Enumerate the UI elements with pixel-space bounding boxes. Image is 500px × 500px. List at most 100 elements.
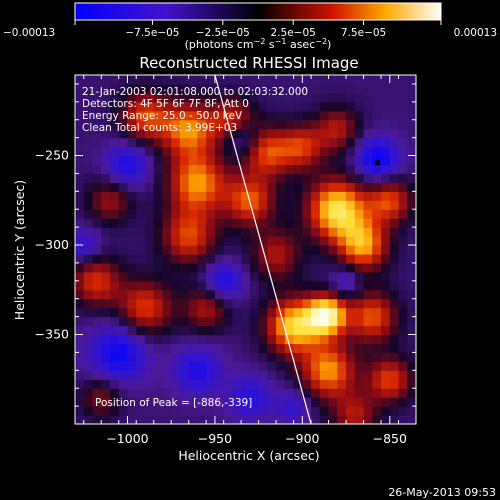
- heatmap-cell: [258, 262, 268, 273]
- y-axis: −250−300−350: [35, 83, 416, 425]
- heatmap-cell: [223, 92, 233, 103]
- heatmap-cell: [311, 352, 321, 362]
- heatmap-cell: [337, 370, 347, 380]
- heatmap-cell: [232, 110, 242, 121]
- heatmap-cell: [109, 406, 120, 416]
- heatmap-cell: [241, 137, 251, 148]
- heatmap-cell: [83, 155, 94, 166]
- heatmap-cell: [249, 218, 260, 228]
- heatmap-cell: [206, 218, 216, 228]
- heatmap-cell: [381, 155, 391, 166]
- heatmap-cell: [346, 271, 356, 282]
- heatmap-cell: [136, 173, 146, 183]
- heatmap-cell: [381, 227, 391, 237]
- heatmap-cell: [276, 361, 286, 371]
- heatmap-cell: [284, 262, 295, 273]
- heatmap-cell: [284, 316, 295, 327]
- heatmap-cell: [144, 334, 155, 345]
- heatmap-cell: [398, 92, 408, 103]
- heatmap-cell: [398, 75, 408, 85]
- heatmap-cell: [346, 110, 356, 121]
- heatmap-cell: [276, 298, 286, 309]
- heatmap-cell: [214, 218, 225, 228]
- heatmap-cell: [328, 271, 338, 282]
- heatmap-cell: [302, 110, 312, 121]
- heatmap-cell: [276, 137, 286, 148]
- heatmap-cell: [311, 155, 321, 166]
- heatmap-cell: [302, 388, 312, 398]
- heatmap-cell: [179, 343, 190, 354]
- heatmap-cell: [214, 245, 225, 255]
- heatmap-cell: [101, 370, 111, 380]
- heatmap-cell: [346, 209, 356, 219]
- heatmap-cell: [179, 415, 190, 424]
- heatmap-cell: [223, 182, 233, 192]
- heatmap-cell: [214, 83, 225, 94]
- heatmap-cell: [249, 182, 260, 192]
- heatmap-cell: [258, 155, 268, 166]
- heatmap-cell: [197, 75, 207, 85]
- heatmap-cell: [311, 200, 321, 210]
- heatmap-cell: [407, 280, 416, 291]
- heatmap-cell: [206, 236, 216, 246]
- heatmap-cell: [171, 173, 181, 183]
- heatmap-cell: [407, 128, 416, 139]
- heatmap-cell: [267, 110, 277, 121]
- heatmap-cell: [92, 370, 102, 380]
- heatmap-cell: [136, 209, 146, 219]
- heatmap-cell: [337, 209, 347, 219]
- heatmap-cell: [319, 388, 330, 398]
- heatmap-cell: [83, 182, 94, 192]
- heatmap-cell: [284, 397, 295, 407]
- x-tick-label: −850: [373, 431, 407, 446]
- heatmap-cell: [354, 209, 365, 219]
- heatmap-cell: [267, 361, 277, 371]
- heatmap-cell: [276, 173, 286, 183]
- heatmap-cell: [363, 352, 373, 362]
- heatmap-cell: [83, 245, 94, 255]
- heatmap-cell: [153, 370, 164, 380]
- heatmap-cell: [92, 271, 102, 282]
- heatmap-cell: [92, 406, 102, 416]
- heatmap-cell: [223, 271, 233, 282]
- heatmap-cell: [389, 137, 400, 148]
- heatmap-cell: [337, 119, 347, 130]
- heatmap-cell: [267, 406, 277, 416]
- heatmap-cell: [311, 370, 321, 380]
- heatmap-cell: [311, 379, 321, 389]
- heatmap-cell: [188, 128, 199, 139]
- peak-position-text: Position of Peak = [-886,-339]: [95, 397, 252, 409]
- annotation-block: 21-Jan-2003 02:01:08.000 to 02:03:32.000…: [82, 86, 308, 134]
- heatmap-cell: [372, 397, 382, 407]
- heatmap-cell: [241, 379, 251, 389]
- heatmap-cell: [363, 128, 373, 139]
- heatmap-cell: [162, 200, 172, 210]
- heatmap-cell: [101, 218, 111, 228]
- heatmap-cell: [153, 218, 164, 228]
- heatmap-cell: [337, 262, 347, 273]
- heatmap-cell: [75, 155, 85, 166]
- heatmap-cell: [381, 92, 391, 103]
- heatmap-cell: [363, 388, 373, 398]
- x-axis: −1000 −950 −900 −850: [83, 75, 417, 446]
- heatmap-cell: [197, 227, 207, 237]
- heatmap-cell: [372, 173, 382, 183]
- heatmap-cell: [249, 227, 260, 237]
- heatmap-cell: [354, 388, 365, 398]
- heatmap-cell: [109, 307, 120, 318]
- heatmap-cell: [75, 415, 85, 424]
- heatmap-cell: [398, 83, 408, 94]
- heatmap-cell: [223, 406, 233, 416]
- heatmap-cell: [346, 191, 356, 201]
- heatmap-cell: [101, 128, 111, 139]
- heatmap-cell: [101, 415, 111, 424]
- heatmap-cell: [258, 307, 268, 318]
- heatmap-cell: [206, 271, 216, 282]
- heatmap-cell: [354, 164, 365, 175]
- limb-line: [214, 75, 312, 424]
- heatmap-cell: [162, 137, 172, 148]
- heatmap-cell: [162, 191, 172, 201]
- heatmap-cell: [363, 173, 373, 183]
- heatmap-cell: [179, 83, 190, 94]
- heatmap-cell: [179, 110, 190, 121]
